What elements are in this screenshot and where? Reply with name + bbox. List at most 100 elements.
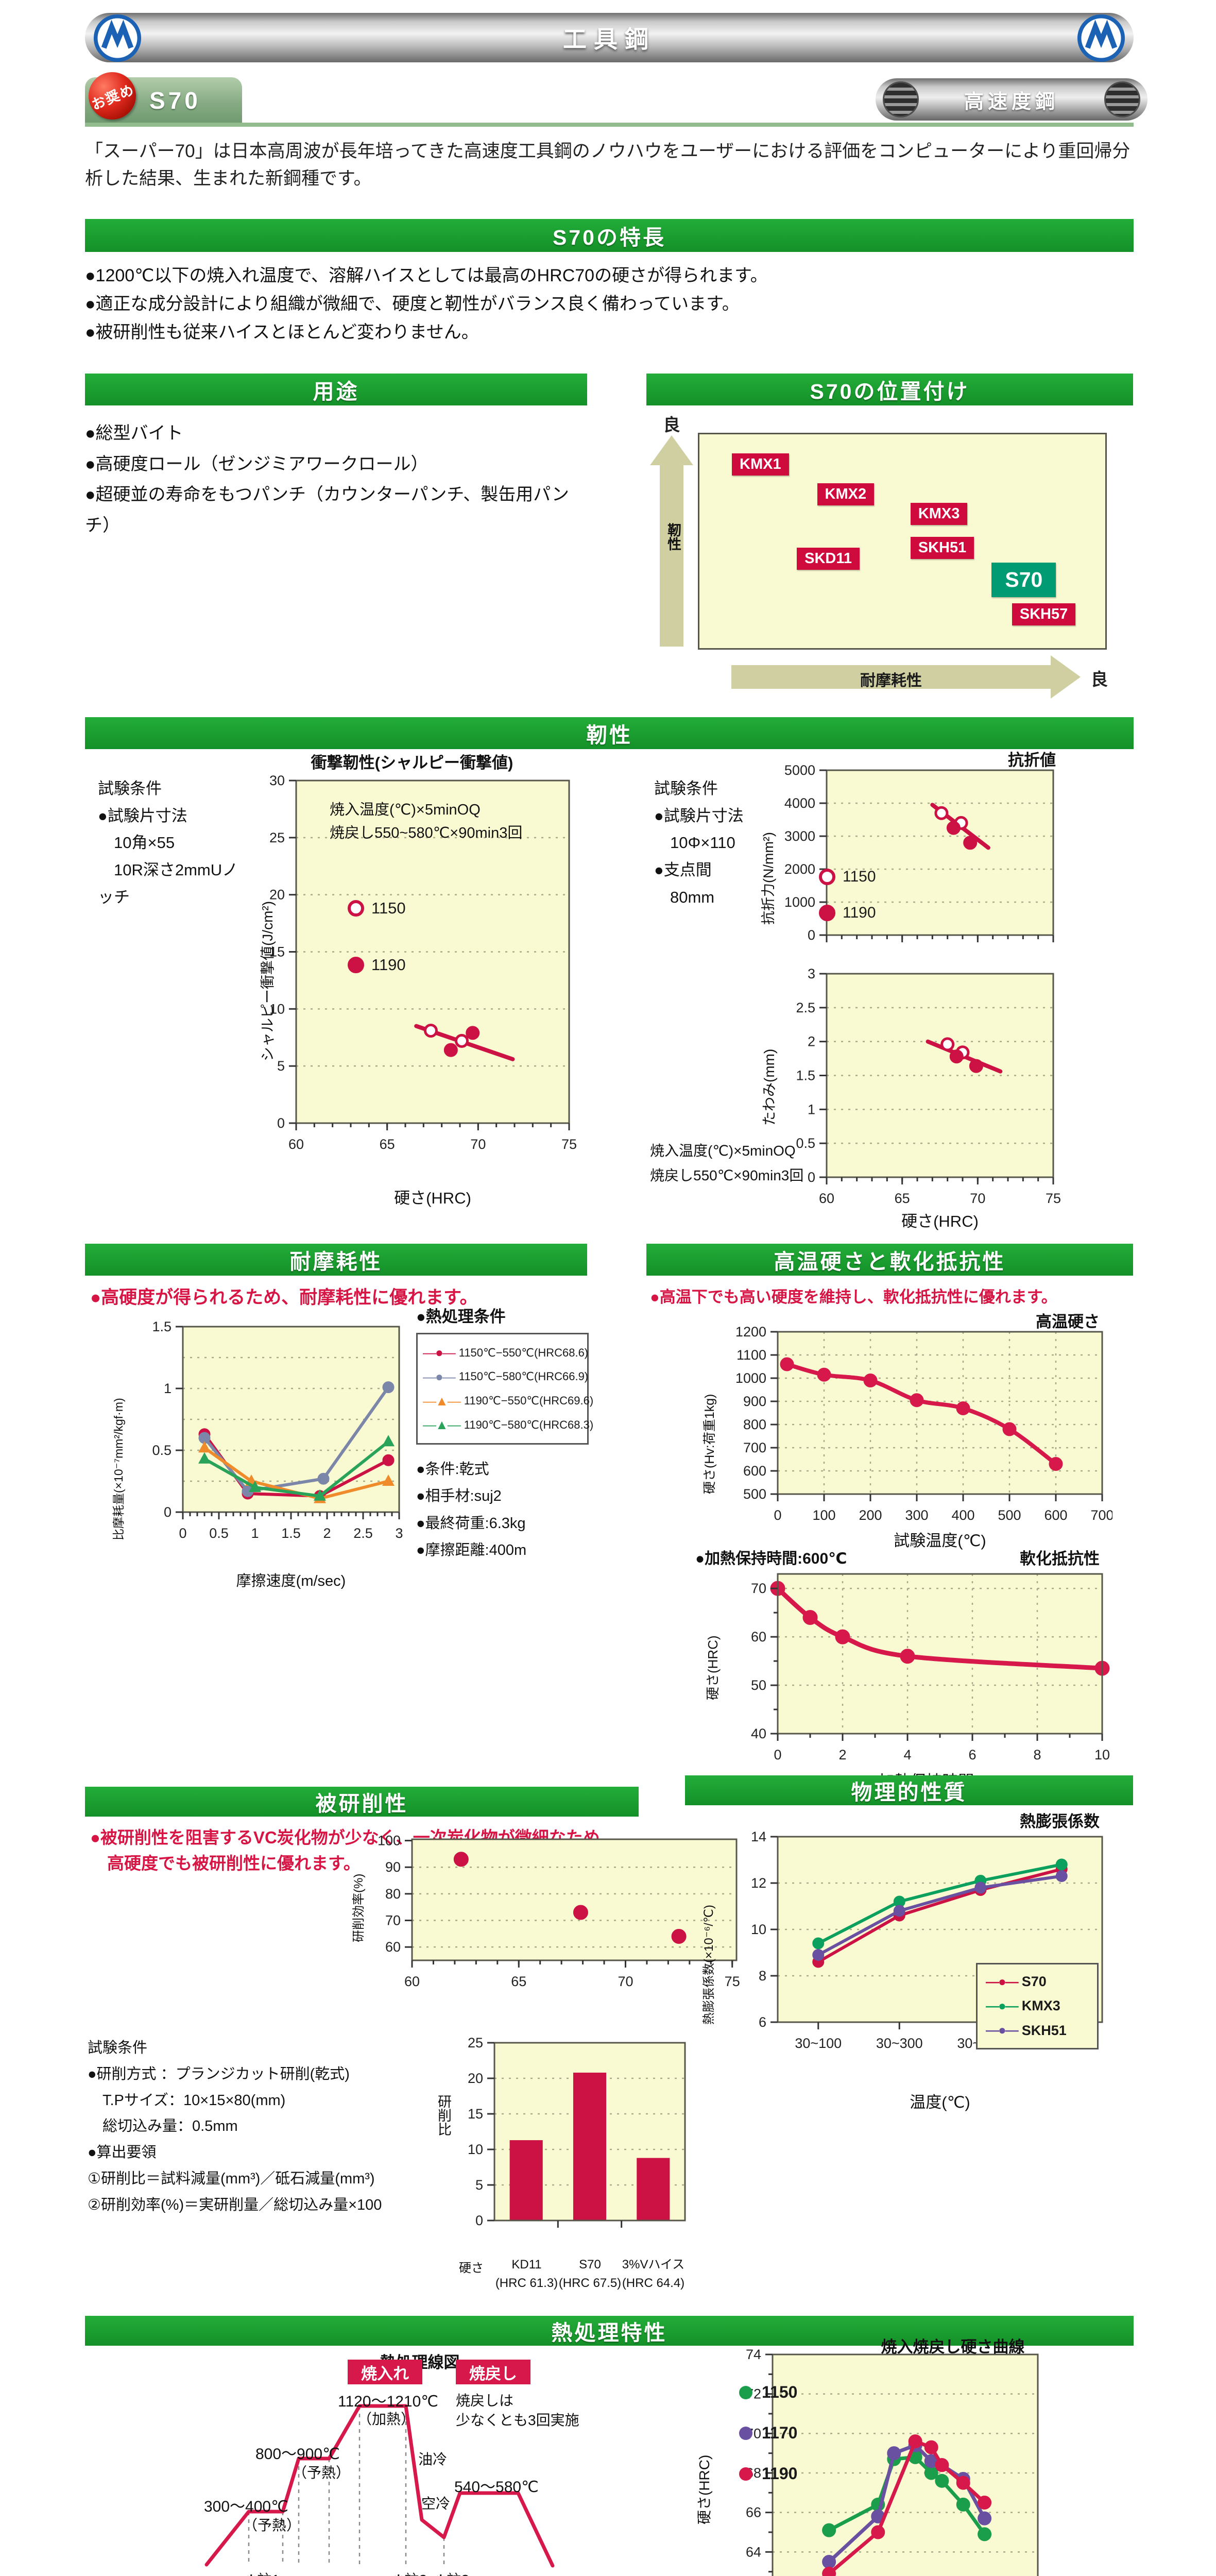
softening-plot: 0 2 4 6 8 10 40 50 60 70 [751,1573,1110,1762]
svg-text:66: 66 [746,2505,761,2520]
temper-note-line2: 少なくとも3回実施 [456,2412,579,2428]
svg-text:30~100: 30~100 [795,2036,842,2051]
legend-item: 1190 [739,2464,797,2483]
bar-label: 3%Vハイス (HRC 64.4) [622,2258,685,2290]
section-header-heat-label: 熱処理特性 [551,2321,667,2345]
category-capsule-hss[interactable]: 高速度鋼 [876,78,1148,121]
svg-text:15: 15 [269,944,285,960]
heating-label: （加熱） [357,2411,416,2427]
hot-hardness-plot: 0 100 200 300 400 500 600 700 500 600 700 800 900 100… [735,1327,1112,1523]
positioning-chart: KMX1 KMX2 KMX3 SKD11 SKH51 S70 SKH57 [698,433,1107,650]
temper-label-box: 焼戻し [456,2360,530,2384]
svg-text:8: 8 [759,1968,766,1984]
triangle-marker-icon: —▲— [423,1417,461,1433]
svg-text:25: 25 [468,2035,483,2050]
legend-item: 1190 [348,956,406,974]
svg-text:2000: 2000 [784,861,815,877]
grade-box-skh57: SKH57 [1012,603,1076,625]
chart-title: 高温硬さ [1036,1313,1100,1331]
svg-text:65: 65 [511,1974,526,1989]
deflection-chart: たわみ(mm) 60 65 70 75 0 0.5 1 1.5 2 2.5 3 硬さ(HRC) [742,963,1071,1236]
svg-text:3000: 3000 [784,828,815,844]
tab-underline [85,123,1134,127]
category-label: 高速度鋼 [964,91,1059,113]
chart-title: 軟化抵抗性 [1020,1550,1100,1568]
svg-text:2.5: 2.5 [796,1000,815,1015]
svg-text:70: 70 [385,1913,401,1928]
svg-text:700: 700 [743,1440,766,1455]
bar-label: S70 (HRC 67.5) [558,2258,622,2290]
grade-box-kmx3: KMX3 [910,502,968,525]
toughness-conditions-right: 試験条件 ●試験片寸法 10Φ×110 ●支点間 80mm [654,779,744,906]
svg-text:14: 14 [751,1829,766,1844]
section-header-features-label: S70の特長 [553,226,666,249]
grade-box-skd11: SKD11 [797,547,860,570]
temper-temp-label: 540～580℃ [454,2479,539,2496]
svg-text:3: 3 [808,969,815,981]
preheat2-temp-label: 800～900℃ [255,2446,340,2463]
svg-text:1: 1 [808,1101,815,1117]
svg-text:1100: 1100 [737,1347,766,1363]
legend-item: 1190 [819,904,876,922]
svg-text:2.5: 2.5 [353,1526,373,1541]
grade-box-s70: S70 [991,563,1056,597]
legend-item: —●— SKH51 [986,2019,1089,2043]
svg-text:0: 0 [277,1115,285,1131]
wear-legend-box: —●— 1150℃−550℃(HRC68.6) —●— 1150℃−580℃(HRC6… [416,1333,593,1445]
svg-text:25: 25 [269,830,285,845]
heat-treatment-diagram: 焼入れ 焼戻し 1120～1210℃ （加熱） 焼戻しは 少なくとも3回実施 8… [180,2360,675,2576]
section-header-hot: 高温硬さと軟化抵抗性 [646,1244,1133,1276]
svg-text:60: 60 [819,1191,834,1206]
x-axis-label: 摩擦速度(m/sec) [236,1573,346,1589]
section-header-features: S70の特長 [85,219,1134,252]
svg-text:1: 1 [164,1381,172,1396]
svg-text:64: 64 [746,2544,761,2560]
footnote2-mark: ※註2 [392,2569,427,2576]
svg-text:20: 20 [468,2071,483,2086]
charpy-annotation: 焼入温度(℃)×5minOQ 焼戻し550~580℃×90min3回 [330,802,523,841]
footnote3-mark: ※註3 [435,2569,469,2576]
x-axis-label: 試験温度(℃) [894,1532,986,1550]
svg-text:50: 50 [751,1677,766,1693]
deflection-plot: 60 65 70 75 0 0.5 1 1.5 2 2.5 3 [796,969,1061,1206]
charpy-plot: 60 65 70 75 0 5 10 15 20 25 30 [269,773,577,1152]
quench-label-box: 焼入れ [348,2360,422,2384]
steel-stack-icon [883,81,919,117]
temper-hardness-chart: 焼入焼戻し硬さ曲線 硬さ(HRC) 5005506006506264666870… [680,2334,1112,2576]
svg-text:10: 10 [751,1922,766,1937]
svg-text:2: 2 [808,1034,815,1049]
legend-title: ●熱処理条件 [416,1308,506,1326]
svg-text:4000: 4000 [784,795,815,811]
svg-text:15: 15 [468,2106,483,2122]
preheat-label: （予熱） [293,2465,351,2481]
oil-cool-label: 油冷 [418,2451,448,2467]
svg-text:10: 10 [1094,1747,1110,1762]
wear-conditions: ●条件:乾式 ●相手材:suj2 ●最終荷重:6.3kg ●摩擦距離:400m [416,1461,527,1558]
grind-ratio-plot: 0 5 10 15 20 25 [468,2035,686,2228]
list-item: ●総型バイト [85,423,183,443]
circle-marker-icon: —●— [423,1368,456,1384]
toughness-axis-arrow: 靭性 [650,435,693,647]
section-header-physical-label: 物理的性質 [851,1781,967,1804]
svg-text:5000: 5000 [784,765,815,778]
legend-item: 1150 [739,2383,797,2402]
svg-text:65: 65 [380,1137,395,1152]
chart-title: 抗折値 [1008,751,1056,769]
svg-text:600: 600 [1044,1507,1067,1523]
list-item: ●1200℃以下の焼入れ温度で、溶解ハイスとしては最高のHRC70の硬さが得られ… [85,266,768,285]
features-list: ●1200℃以下の焼入れ温度で、溶解ハイスとしては最高のHRC70の硬さが得られ… [85,262,1134,347]
svg-text:70: 70 [470,1137,486,1152]
y-axis-label: 研削比 [436,2094,451,2136]
svg-text:300: 300 [905,1507,928,1523]
svg-text:900: 900 [743,1394,766,1409]
toughness-conditions-left: 試験条件 ●試験片寸法 10角×55 10R深さ2mmUノッチ [98,779,238,906]
section-header-heat: 熱処理特性 [85,2316,1134,2346]
svg-text:30: 30 [269,773,285,788]
svg-text:5: 5 [475,2177,483,2193]
svg-text:0.5: 0.5 [796,1136,815,1151]
section-header-positioning-label: S70の位置付け [810,380,970,403]
svg-text:3: 3 [395,1526,403,1541]
filled-circle-marker-icon [819,905,835,921]
section-header-uses: 用途 [85,374,587,405]
company-logo-icon [93,14,142,62]
